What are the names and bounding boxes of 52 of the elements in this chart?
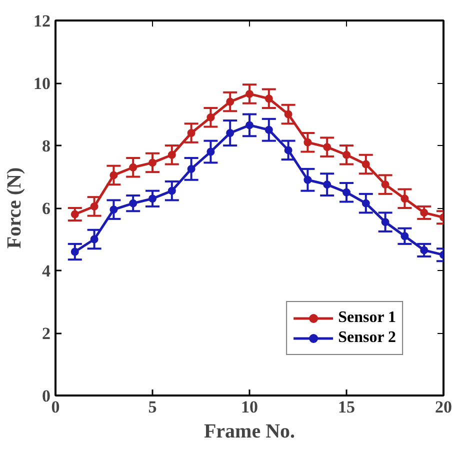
- point: [226, 98, 234, 106]
- y-tick-label: 6: [42, 199, 50, 218]
- point: [342, 150, 350, 159]
- point: [129, 163, 138, 172]
- point: [381, 180, 390, 189]
- x-tick-label: 15: [338, 398, 355, 416]
- point: [110, 206, 118, 214]
- x-tick-label: 10: [241, 398, 258, 416]
- point: [90, 235, 98, 244]
- point: [129, 199, 138, 208]
- point: [110, 171, 118, 180]
- y-tick-label: 4: [42, 262, 51, 280]
- point: [284, 110, 292, 118]
- point: [304, 176, 312, 184]
- point: [206, 113, 215, 122]
- y-tick-label: 2: [42, 324, 50, 343]
- point: [362, 160, 370, 168]
- point: [381, 218, 390, 226]
- point: [246, 121, 254, 130]
- point: [70, 248, 79, 256]
- point: [264, 94, 273, 103]
- x-tick-label: 20: [435, 398, 452, 416]
- point: [420, 246, 428, 254]
- point: [70, 210, 79, 218]
- point: [90, 202, 98, 210]
- point: [187, 164, 196, 173]
- point: [148, 194, 156, 203]
- y-tick-label: 10: [34, 74, 50, 93]
- point: [304, 138, 312, 146]
- x-tick-label: 5: [148, 398, 157, 416]
- y-axis-title: Force (N): [4, 167, 26, 249]
- x-axis-title: Frame No.: [204, 420, 296, 442]
- point: [168, 150, 176, 159]
- point: [400, 232, 409, 240]
- point: [420, 208, 428, 217]
- y-tick-label: 12: [34, 12, 50, 30]
- point: [323, 180, 332, 189]
- point: [206, 148, 215, 156]
- legend-label: Sensor 1: [338, 309, 396, 327]
- point: [148, 158, 156, 167]
- point: [264, 126, 273, 134]
- y-tick-label: 8: [42, 136, 50, 156]
- point: [284, 146, 292, 154]
- legend-label: Sensor 2: [338, 329, 396, 347]
- point: [168, 186, 176, 195]
- point: [323, 143, 332, 152]
- point: [246, 90, 254, 98]
- point: [400, 194, 409, 203]
- point: [226, 129, 234, 137]
- point: [187, 129, 196, 137]
- point: [362, 199, 370, 208]
- point: [342, 188, 350, 196]
